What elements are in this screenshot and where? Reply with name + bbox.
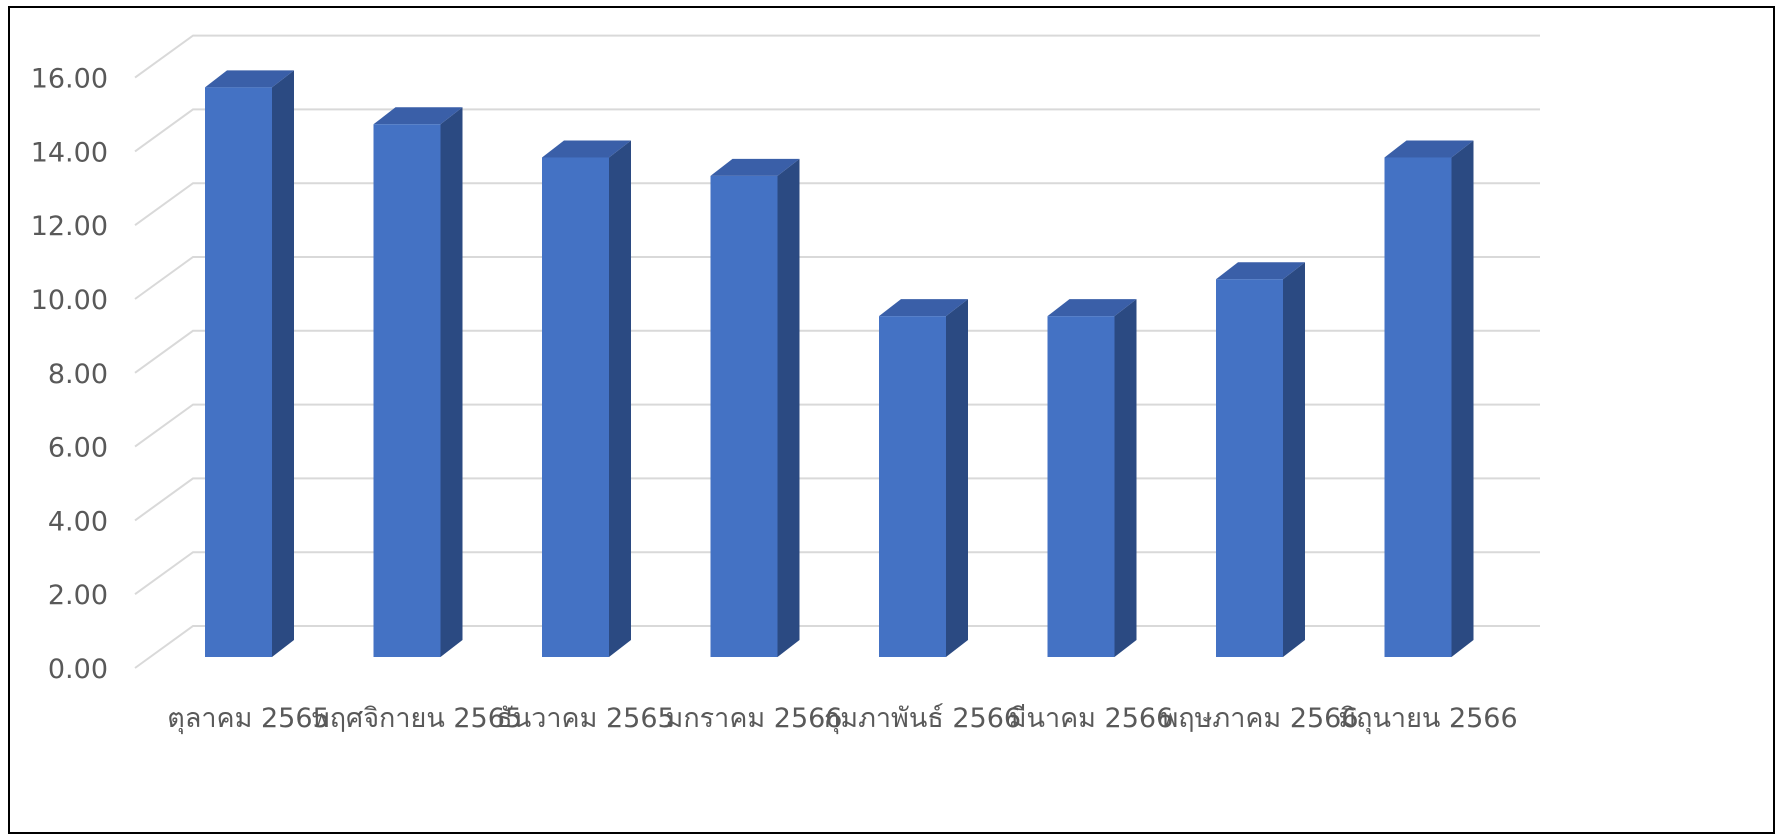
- bar-side: [946, 299, 968, 657]
- bar-side: [272, 70, 294, 658]
- bar-top: [542, 140, 631, 158]
- bar-top: [373, 107, 463, 125]
- y-tick-label: 2.00: [48, 580, 108, 611]
- bar-front: [1047, 316, 1115, 657]
- gridline: [134, 403, 1540, 448]
- gridline: [134, 34, 1540, 79]
- x-category-label: มิถุนายน 2566: [1338, 703, 1517, 735]
- y-tick-label: 12.00: [31, 211, 108, 242]
- y-tick-label: 16.00: [31, 64, 108, 95]
- bar-side: [1114, 299, 1137, 657]
- gridline: [134, 182, 1540, 227]
- chart-frame: 0.00 2.00 4.00 6.00 8.00 10.00 12.00 14.00 16.00…: [8, 6, 1775, 834]
- bar-front: [373, 124, 441, 657]
- y-tick-label: 8.00: [48, 359, 108, 390]
- bar-side: [440, 107, 463, 657]
- y-tick-label: 10.00: [31, 285, 108, 316]
- gridline: [134, 477, 1540, 522]
- x-category-label: ธันวาคม 2565: [496, 703, 674, 734]
- y-tick-label: 4.00: [48, 506, 108, 537]
- x-category-label: มีนาคม 2566: [1009, 703, 1174, 734]
- bar: [542, 140, 631, 658]
- gridline: [134, 108, 1540, 153]
- bar-front: [205, 87, 272, 658]
- x-category-label: กุมภาพันธ์ 2566: [824, 702, 1021, 735]
- x-category-label: พฤศจิกายน 2565: [312, 703, 522, 734]
- x-category-label: มกราคม 2566: [666, 703, 843, 734]
- bar-front: [710, 175, 778, 658]
- x-category-label: ตุลาคม 2565: [167, 703, 329, 735]
- y-tick-label: 14.00: [31, 137, 108, 168]
- y-tick-label: 6.00: [48, 433, 108, 464]
- bar-top: [1384, 140, 1474, 158]
- gridline: [134, 551, 1540, 596]
- gridlines: [134, 34, 1540, 669]
- bar-top: [710, 158, 800, 176]
- bar: [1047, 299, 1137, 657]
- bar-side: [609, 140, 631, 658]
- gridline: [134, 256, 1540, 300]
- bar: [205, 70, 294, 658]
- bar: [373, 107, 463, 657]
- gridline: [134, 625, 1540, 669]
- bar-side: [1283, 262, 1305, 657]
- bar: [879, 299, 968, 657]
- bar-top: [1216, 262, 1305, 280]
- bar-front: [1384, 157, 1452, 657]
- bars: [205, 70, 1474, 658]
- gridline: [134, 329, 1540, 374]
- bar-side: [1451, 140, 1474, 658]
- bar-side: [777, 158, 800, 658]
- bar: [710, 158, 800, 658]
- bar-front: [542, 157, 609, 657]
- x-category-label: พฤษภาคม 2566: [1160, 703, 1358, 734]
- bar-top: [1047, 299, 1137, 317]
- bar: [1384, 140, 1474, 658]
- bar: [1216, 262, 1305, 657]
- bar-top: [205, 70, 294, 88]
- y-tick-label: 0.00: [48, 654, 108, 685]
- bar-top: [879, 299, 968, 317]
- bar-front: [1216, 279, 1283, 657]
- bar-front: [879, 316, 946, 657]
- bar-chart: 0.00 2.00 4.00 6.00 8.00 10.00 12.00 14.00 16.00…: [31, 34, 1540, 735]
- y-axis-tick-labels: 0.00 2.00 4.00 6.00 8.00 10.00 12.00 14.00 16.00: [31, 64, 108, 685]
